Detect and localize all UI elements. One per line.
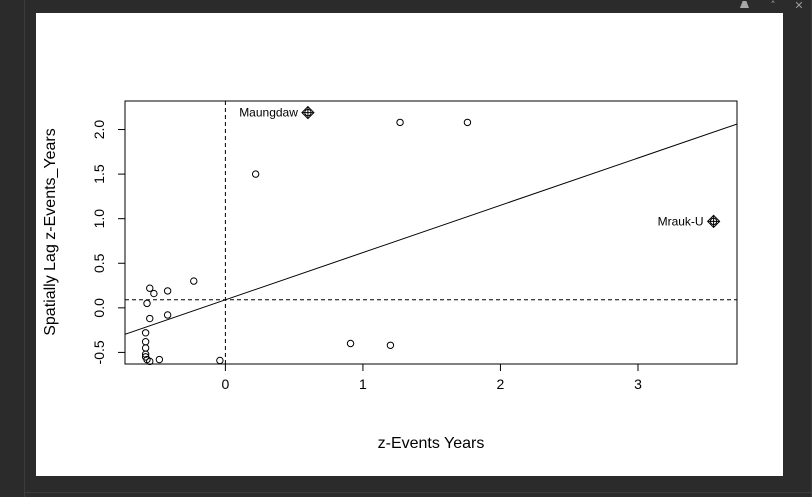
plot-region-box [124, 100, 738, 365]
y-tick-label: 0.5 [91, 253, 107, 273]
data-point [146, 357, 154, 366]
data-point [146, 314, 154, 323]
x-tick-label: 2 [497, 376, 505, 392]
x-tick-label: 3 [634, 376, 642, 392]
y-tick-label: -0.5 [91, 340, 107, 364]
data-point [141, 344, 150, 352]
x-tick-label: 0 [221, 376, 229, 392]
point-label: Mrauk-U [658, 214, 704, 228]
y-tick-label: 2.0 [91, 120, 107, 140]
data-point [386, 341, 395, 349]
plot-pane-toolbar: ˄ ✕ [740, 0, 806, 12]
data-point [216, 356, 224, 365]
close-icon[interactable]: ✕ [794, 0, 804, 12]
broom-icon[interactable] [740, 0, 754, 12]
window-border-bottom [24, 492, 812, 493]
data-point [143, 299, 151, 308]
point-label: Maungdaw [239, 106, 298, 120]
data-point [163, 311, 172, 319]
y-tick-label: 0.0 [91, 298, 107, 318]
window-border-left [24, 0, 25, 497]
data-point [463, 118, 472, 127]
data-point [150, 289, 158, 298]
data-point [155, 355, 164, 364]
y-tick-label: 1.5 [91, 164, 107, 184]
plot-canvas: Maungdaw Mrauk-U 0 1 2 3 -0.5 0.0 0.5 1.0 1.5 2.0 … [36, 13, 783, 476]
data-point [141, 329, 150, 337]
data-point [190, 277, 198, 285]
influence-diamond-marker [301, 105, 315, 120]
x-tick-label: 1 [359, 376, 367, 392]
influence-cross-marker [301, 106, 314, 119]
data-point [251, 170, 260, 178]
regression-line [125, 123, 737, 335]
data-point [146, 284, 154, 292]
data-point [396, 118, 404, 127]
influence-cross-marker [707, 215, 720, 228]
x-axis-label: z-Events Years [378, 435, 485, 452]
y-tick-label: 1.0 [91, 209, 107, 229]
data-point [163, 287, 172, 295]
influence-diamond-marker [706, 214, 721, 229]
y-axis-label: Spatially Lag z-Events_Years [42, 128, 59, 336]
data-point [346, 339, 355, 348]
data-point [141, 338, 150, 346]
collapse-icon[interactable]: ˄ [770, 0, 776, 12]
